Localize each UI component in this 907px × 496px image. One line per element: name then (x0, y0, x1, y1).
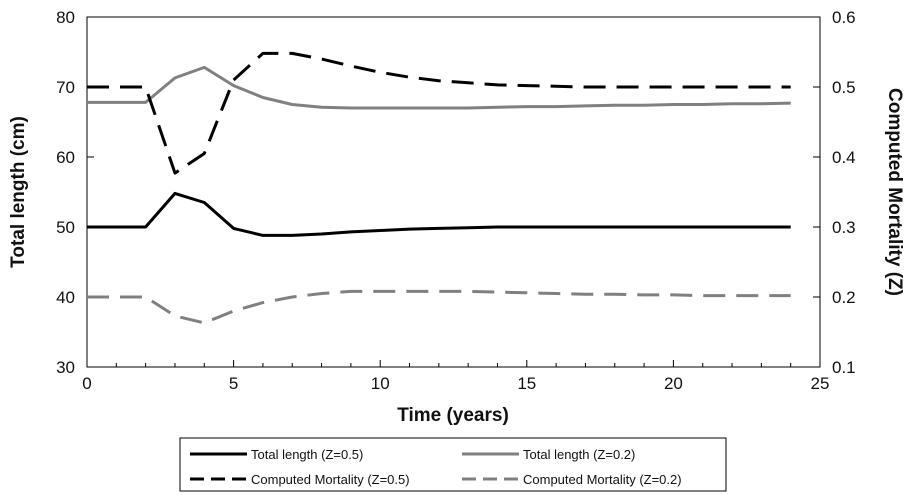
series-line-3 (87, 51, 791, 175)
plot-area (86, 16, 821, 368)
y2-tick-label: 0.4 (832, 148, 856, 167)
series-line-4 (87, 289, 791, 325)
legend-label-total-length-z05: Total length (Z=0.5) (251, 447, 363, 462)
x-tick-label: 10 (371, 374, 390, 393)
tick-labels: 0 5 10 15 20 25 30 40 50 60 70 80 0.1 0.2 0.3 0.4 0.5 0.6 (56, 8, 856, 393)
y2-tick-label: 0.5 (832, 78, 856, 97)
y-tick-label: 50 (56, 218, 75, 237)
y2-tick-label: 0.2 (832, 288, 856, 307)
x-tick-label: 25 (811, 374, 830, 393)
legend-box (179, 437, 727, 492)
y2-tick-label: 0.3 (832, 218, 856, 237)
x-tick-label: 20 (664, 374, 683, 393)
y-tick-label: 40 (56, 288, 75, 307)
y2-tick-label: 0.1 (832, 358, 856, 377)
legend-label-mortality-z05: Computed Mortality (Z=0.5) (251, 472, 410, 487)
y2-axis-title: Computed Mortality (Z) (884, 88, 905, 296)
y2-tick-label: 0.6 (832, 8, 856, 27)
series-line-1 (87, 191, 791, 237)
series-lines (87, 51, 791, 325)
legend: Total length (Z=0.5) Total length (Z=0.2… (179, 437, 727, 492)
ticks (86, 16, 821, 368)
y-axis-title: Total length (cm) (8, 116, 29, 268)
legend-label-total-length-z02: Total length (Z=0.2) (523, 447, 635, 462)
x-tick-label: 5 (229, 374, 238, 393)
y-tick-label: 80 (56, 8, 75, 27)
x-tick-label: 0 (82, 374, 91, 393)
y-tick-label: 30 (56, 358, 75, 377)
series-line-2 (87, 65, 791, 110)
x-tick-label: 15 (517, 374, 536, 393)
y-tick-label: 60 (56, 148, 75, 167)
y-tick-label: 70 (56, 78, 75, 97)
x-axis-title: Time (years) (397, 405, 509, 426)
legend-label-mortality-z02: Computed Mortality (Z=0.2) (523, 472, 682, 487)
